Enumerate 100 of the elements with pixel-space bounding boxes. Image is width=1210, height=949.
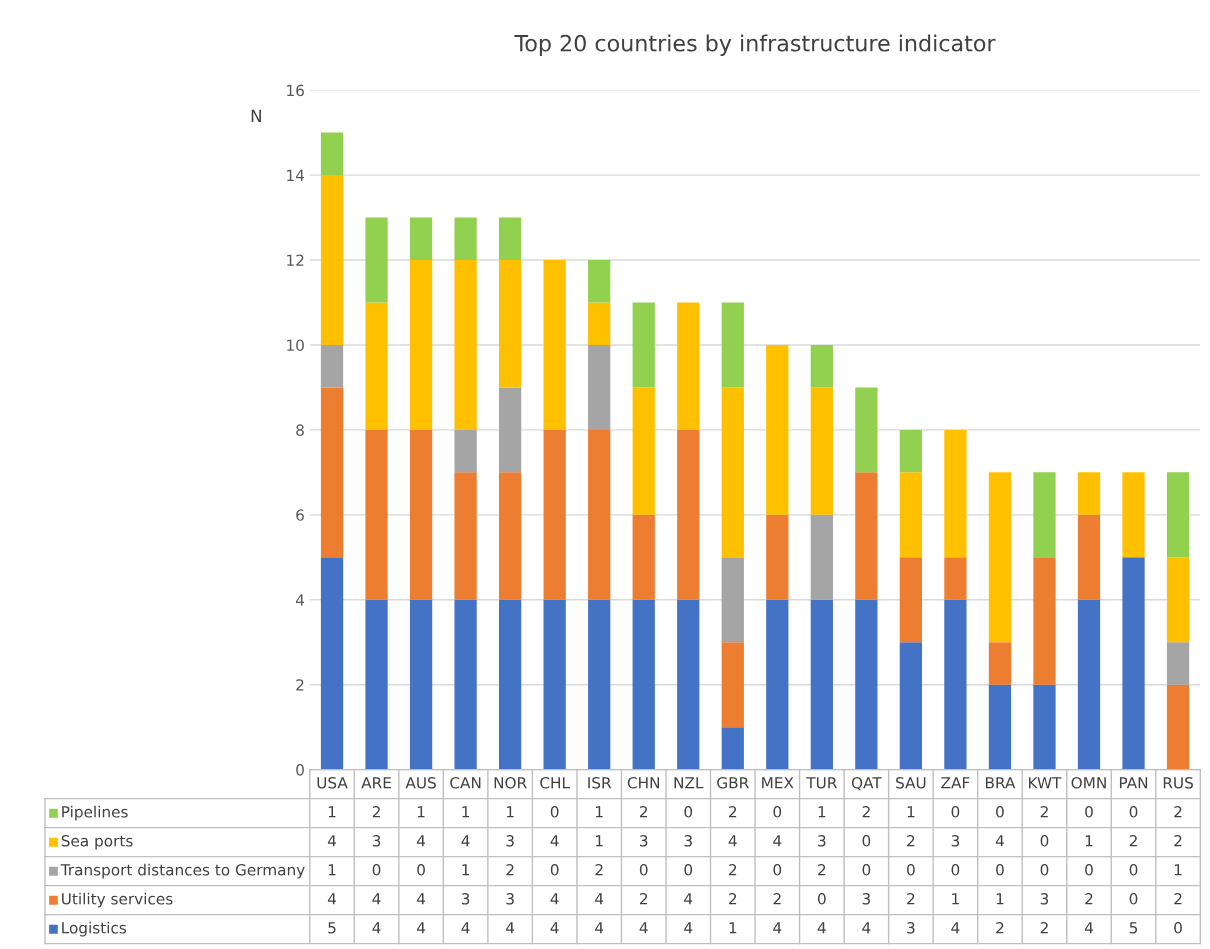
data-label: 5 [328,922,336,934]
bar [1077,599,1101,770]
bar [855,599,878,770]
data-label: 0 [951,864,960,876]
data-label: 1 [729,922,737,934]
data-label: 0 [550,806,559,818]
data-label: 2 [372,806,380,818]
x-tick-label: QAT [851,777,882,791]
bar [454,599,477,770]
data-label: 4 [372,893,381,905]
data-label: 4 [773,922,782,934]
data-label: 3 [506,835,514,847]
bar [721,387,744,558]
y-tick-label: 0 [296,764,304,776]
bar [1033,684,1056,770]
data-label: 4 [416,893,426,905]
data-label: 0 [773,806,782,818]
bar [320,344,344,388]
y-tick-label: 16 [287,84,304,97]
bar [632,599,655,770]
bar [499,217,522,261]
x-tick-label: ISR [588,777,612,789]
x-tick-label: TUR [806,777,837,789]
data-label: 4 [1084,922,1093,934]
data-label: 4 [506,922,515,934]
data-label: 1 [907,806,915,818]
bar [1166,684,1190,770]
data-label: 2 [862,806,870,818]
x-tick-label: PAN [1119,777,1148,789]
data-label: 0 [996,806,1004,818]
bar [944,557,967,600]
data-label: 3 [1040,893,1049,905]
data-label: 4 [550,893,559,905]
data-label: 1 [328,806,336,818]
data-label: 4 [416,835,426,847]
chart-title: Top 20 countries by infrastructure indicator [514,34,996,56]
data-label: 2 [729,806,737,818]
bar [543,429,566,600]
data-label: 0 [684,806,693,818]
y-tick-label: 2 [296,679,304,691]
legend-label: Pipelines [62,805,128,821]
x-tick-label: CAN [450,777,481,789]
bar [988,642,1012,685]
data-label: 0 [907,864,915,876]
data-label: 2 [1040,806,1048,818]
data-label: 4 [728,835,737,847]
bar [365,217,388,303]
bar [810,599,833,770]
x-tick-label: CHN [627,777,660,789]
y-tick-label: 14 [287,169,305,181]
x-tick-label: MEX [762,777,794,789]
x-tick-label: NOR [494,777,527,789]
data-label: 1 [506,806,514,818]
legend-label: Logistics [62,921,127,937]
bar [365,599,388,770]
data-label: 3 [818,835,826,847]
bar [899,642,923,770]
bar [721,557,744,643]
data-label: 2 [1174,893,1182,905]
data-label: 1 [596,835,603,847]
bar [988,472,1012,643]
bar [499,599,522,770]
x-tick-label: KWT [1029,777,1062,789]
data-label: 2 [1129,835,1137,847]
data-label: 2 [1174,806,1182,818]
y-tick-label: 4 [295,594,305,606]
data-label: 3 [372,835,381,847]
data-label: 3 [951,835,960,847]
bar [632,302,655,388]
data-label: 0 [639,864,648,876]
bar [409,599,433,770]
bar [766,599,789,770]
bar [365,429,388,600]
data-label: 0 [684,864,693,876]
data-label: 4 [550,835,559,847]
data-label: 3 [640,835,648,847]
bar [721,642,744,728]
x-tick-label: USA [317,777,348,789]
data-label: 0 [996,864,1004,876]
data-label: 2 [996,922,1004,934]
data-label: 1 [952,893,959,905]
data-label: 2 [729,893,737,905]
bar [632,387,655,515]
bar [1122,472,1145,558]
x-tick-label: GBR [717,777,749,789]
x-tick-label: CHL [540,777,570,789]
bar [543,599,566,770]
data-label: 0 [1174,922,1182,934]
data-label: 0 [1129,864,1138,876]
bar [988,684,1012,770]
bar [944,429,967,558]
bar [1166,557,1190,643]
bar [499,387,522,473]
data-label: 0 [550,864,559,876]
data-label: 5 [1129,922,1138,934]
bar [944,599,967,770]
data-label: 4 [372,922,381,934]
data-label: 4 [550,922,559,934]
bar [588,344,611,430]
bar [1166,472,1190,558]
